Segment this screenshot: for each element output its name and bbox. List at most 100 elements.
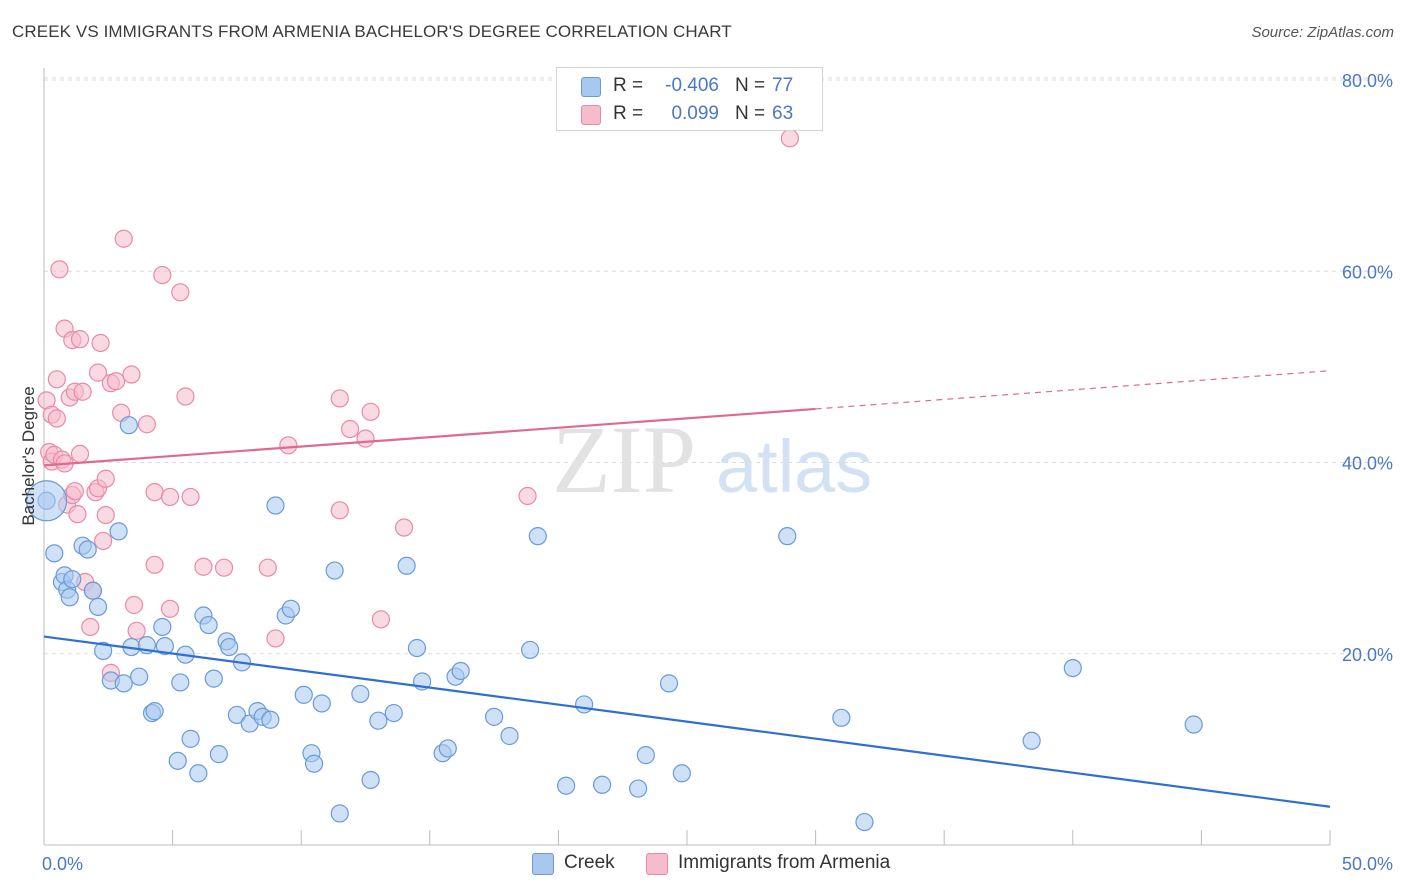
creek-point <box>220 637 239 657</box>
armenia-point <box>194 557 213 576</box>
creek-point <box>78 540 97 559</box>
creek-point <box>88 597 108 616</box>
legend-n-value: 63 <box>772 103 794 124</box>
creek-point-large <box>25 480 68 522</box>
series-legend: Creek Immigrants from Armenia <box>0 851 1406 877</box>
armenia-point <box>371 610 391 629</box>
armenia-swatch <box>646 853 668 875</box>
creek-point <box>384 703 403 723</box>
creek-point <box>204 669 223 688</box>
armenia-point <box>91 333 110 353</box>
armenia-point <box>340 419 360 439</box>
creek-point <box>351 684 370 704</box>
legend-n-value: 77 <box>772 75 794 96</box>
creek-point <box>451 661 470 681</box>
y-tick-label: 80.0% <box>1342 71 1393 91</box>
armenia-point <box>65 482 84 501</box>
creek-point <box>528 527 547 546</box>
armenia-point <box>356 429 375 448</box>
armenia-point <box>176 387 195 406</box>
legend-n-label: N = <box>735 103 766 124</box>
creek-point <box>145 702 164 721</box>
correlation-legend: R = -0.406 N = 77 R = 0.099 N = 63 <box>556 67 823 131</box>
armenia-point <box>127 621 146 640</box>
legend-r-value: -0.406 <box>665 75 719 96</box>
creek-point <box>281 599 301 618</box>
armenia-point <box>279 436 298 455</box>
armenia-point <box>122 365 141 384</box>
legend-row-armenia: R = 0.099 N = 63 <box>557 100 822 128</box>
creek-point <box>778 527 797 546</box>
creek-point <box>593 775 612 794</box>
armenia-point <box>124 595 144 615</box>
creek-point <box>1063 658 1082 678</box>
legend-item-label: Creek <box>564 852 615 873</box>
armenia-point <box>145 483 164 502</box>
armenia-point <box>258 558 277 577</box>
creek-point <box>153 617 172 637</box>
armenia-point <box>361 402 380 421</box>
creek-point <box>557 776 576 795</box>
gridlines <box>44 77 1392 655</box>
source-label: Source: ZipAtlas.com <box>1251 24 1394 41</box>
creek-point <box>209 745 228 764</box>
creek-point <box>119 416 138 435</box>
armenia-point <box>73 382 92 401</box>
creek-point <box>60 588 79 607</box>
armenia-point <box>70 444 90 463</box>
creek-point <box>397 556 416 575</box>
armenia-point <box>114 229 133 248</box>
creek-point <box>63 570 82 589</box>
creek-point <box>199 615 218 635</box>
armenia-point <box>94 531 113 551</box>
chart-title: CREEK VS IMMIGRANTS FROM ARMENIA BACHELO… <box>12 22 732 41</box>
legend-row-creek: R = -0.406 N = 77 <box>557 72 822 100</box>
armenia-point <box>330 389 349 408</box>
creek-point <box>304 754 324 773</box>
armenia-point <box>47 370 66 389</box>
legend-r-label: R = <box>613 103 644 124</box>
x-tick-label: 0.0% <box>42 854 83 874</box>
creek-swatch <box>581 77 601 97</box>
watermark-atlas: atlas <box>716 425 872 508</box>
armenia-point <box>394 518 414 537</box>
y-tick-label: 40.0% <box>1342 454 1393 474</box>
trend-lines <box>43 370 1331 808</box>
creek-point <box>109 522 128 541</box>
armenia-point <box>47 409 66 428</box>
creek-point <box>407 638 427 658</box>
creek-point <box>312 694 331 713</box>
creek-point <box>1022 731 1041 750</box>
creek-point <box>266 496 285 515</box>
armenia-trend-line <box>43 407 816 467</box>
creek-point <box>181 729 200 748</box>
watermark: ZIP atlas <box>552 406 872 513</box>
creek-point <box>500 726 519 746</box>
creek-point <box>325 561 344 580</box>
armenia-point <box>68 505 87 524</box>
creek-point <box>575 695 594 714</box>
armenia-point <box>145 555 164 574</box>
armenia-point <box>106 372 126 391</box>
armenia-point <box>96 469 115 488</box>
legend-r-value: 0.099 <box>671 103 719 124</box>
creek-point <box>294 685 313 704</box>
creek-point <box>227 705 246 725</box>
armenia-point <box>70 330 90 349</box>
creek-point <box>114 674 133 693</box>
armenia-point <box>266 629 285 648</box>
armenia-point <box>780 129 799 148</box>
creek-point <box>832 708 851 727</box>
creek-point <box>369 711 388 730</box>
creek-point <box>438 739 457 758</box>
armenia-point <box>160 487 180 507</box>
creek-point <box>130 667 149 686</box>
armenia-point <box>160 599 180 618</box>
creek-point <box>855 812 874 832</box>
y-tick-label: 20.0% <box>1342 645 1393 665</box>
creek-point <box>672 764 691 783</box>
armenia-point <box>330 501 349 520</box>
creek-point <box>521 640 540 660</box>
creek-point <box>1184 715 1203 734</box>
series-creek-points <box>25 416 1203 832</box>
